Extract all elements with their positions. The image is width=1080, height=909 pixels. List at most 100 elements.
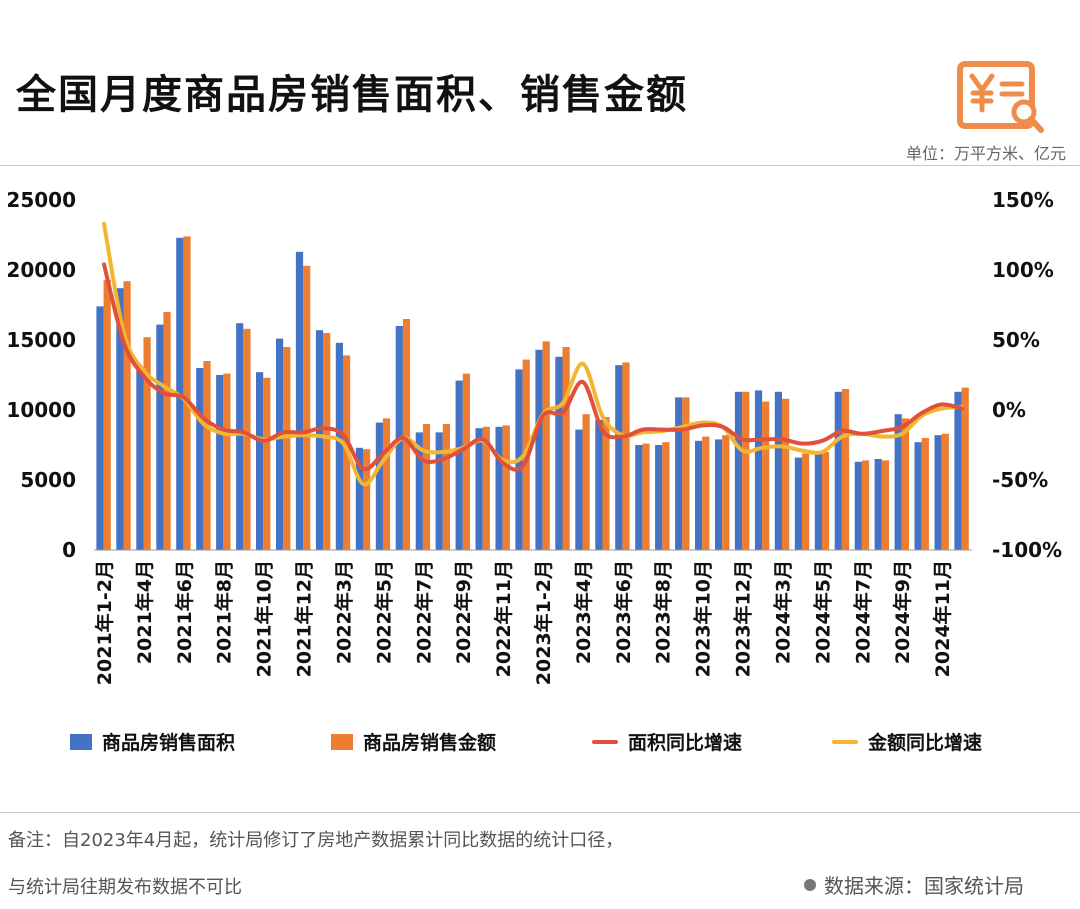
area-bar <box>156 324 164 550</box>
bullet-dot-icon <box>804 878 816 891</box>
x-tick-label: 2023年1-2月 <box>532 560 555 685</box>
amount-bar <box>802 453 810 550</box>
legend-swatch-area-bar <box>70 733 92 750</box>
amount-bar <box>602 417 610 550</box>
x-tick-label: 2024年7月 <box>851 560 874 664</box>
area-bar <box>355 447 363 550</box>
legend-swatch-amount-line <box>832 739 858 744</box>
amount-bar <box>841 389 850 550</box>
area-bar <box>874 459 882 550</box>
y-right-tick-label: -100% <box>992 538 1062 562</box>
area-bar <box>695 440 703 550</box>
amount-bar <box>642 443 650 550</box>
amount-bar <box>123 281 131 550</box>
legend-area-bar: 商品房销售面积 <box>70 728 235 755</box>
amount-bar <box>542 341 550 550</box>
amount-bar <box>482 426 490 550</box>
legend-swatch-amount-bar <box>331 733 353 750</box>
x-tick-label: 2022年9月 <box>452 560 475 664</box>
y-left-tick-label: 10000 <box>6 398 76 422</box>
amount-bar <box>582 414 590 550</box>
area-bar <box>715 439 723 550</box>
x-tick-label: 2024年3月 <box>771 560 794 664</box>
area-bar <box>615 365 623 550</box>
chart-legend: 商品房销售面积 商品房销售金额 面积同比增速 金额同比增速 <box>0 728 1080 758</box>
amount-bar <box>961 387 969 550</box>
legend-amount-bar: 商品房销售金额 <box>331 728 496 755</box>
amount-bar <box>223 373 231 550</box>
x-tick-label: 2022年11月 <box>492 560 515 677</box>
area-bar <box>435 432 443 550</box>
amount-bar <box>363 449 371 550</box>
area-bar <box>475 428 483 550</box>
amount-bar <box>562 347 570 550</box>
amount-bar <box>442 424 450 550</box>
x-tick-label: 2021年1-2月 <box>93 560 116 685</box>
amount-bar <box>163 312 171 550</box>
legend-label-amount-line: 金额同比增速 <box>868 732 983 754</box>
amount-bar <box>502 425 510 550</box>
area-bar <box>276 338 284 550</box>
area-bar <box>934 435 942 550</box>
amount-bar <box>821 452 830 550</box>
amount-bar <box>682 397 690 550</box>
amount-bar <box>143 337 151 550</box>
y-left-tick-label: 15000 <box>6 328 76 352</box>
area-bar <box>734 391 743 550</box>
area-bar <box>96 306 104 550</box>
amount-bar <box>203 361 211 550</box>
x-tick-label: 2022年3月 <box>332 560 355 664</box>
x-tick-label: 2024年5月 <box>811 560 834 664</box>
amount-bar <box>881 460 889 550</box>
area-bar <box>216 375 224 550</box>
area-bar <box>595 419 603 550</box>
amount-bar <box>422 424 431 550</box>
x-tick-label: 2023年6月 <box>612 560 635 664</box>
area-bar <box>655 445 663 550</box>
area-bar <box>375 422 383 550</box>
area-bar <box>914 442 922 550</box>
area-bar <box>495 426 503 550</box>
y-left-tick-label: 20000 <box>6 258 76 282</box>
x-tick-label: 2021年4月 <box>133 560 156 664</box>
legend-amount-line: 金额同比增速 <box>832 728 982 755</box>
page-title: 全国月度商品房销售面积、销售金额 <box>16 72 688 118</box>
legend-label-area-line: 面积同比增速 <box>628 732 743 754</box>
amount-bar <box>941 433 949 550</box>
amount-bar <box>103 279 111 550</box>
footer-divider <box>0 812 1080 813</box>
area-bar <box>774 391 782 550</box>
note-line-2: 与统计局往期发布数据不可比 <box>8 877 242 898</box>
amount-bar <box>243 328 251 550</box>
amount-bar <box>283 347 291 550</box>
y-left-tick-label: 0 <box>62 538 76 562</box>
y-left-tick-label: 25000 <box>6 188 76 212</box>
x-tick-label: 2022年7月 <box>412 560 435 664</box>
x-tick-label: 2023年4月 <box>572 560 595 664</box>
amount-bar <box>183 236 191 550</box>
area-bar <box>236 323 244 550</box>
y-right-tick-label: 0% <box>992 398 1026 422</box>
area-bar <box>535 349 543 550</box>
area-growth-line <box>102 262 964 472</box>
title-divider <box>0 165 1080 166</box>
area-bar <box>136 368 144 550</box>
x-tick-label: 2023年8月 <box>652 560 675 664</box>
yuan-document-magnifier-icon <box>956 60 1048 136</box>
area-bar <box>575 429 583 550</box>
area-bar <box>854 461 862 550</box>
area-bar <box>834 391 842 550</box>
area-bar <box>295 251 304 551</box>
area-bar <box>455 380 463 550</box>
x-tick-label: 2023年12月 <box>732 560 755 677</box>
area-bar <box>675 397 683 550</box>
area-bar <box>814 452 822 550</box>
y-right-tick-label: 150% <box>992 188 1054 212</box>
x-tick-label: 2021年12月 <box>293 560 316 677</box>
amount-bar <box>462 373 470 550</box>
area-bar <box>335 342 343 550</box>
y-right-tick-label: 50% <box>992 328 1040 352</box>
note-line-1: 备注：自2023年4月起，统计局修订了房地产数据累计同比数据的统计口径， <box>8 830 624 851</box>
x-tick-label: 2021年6月 <box>173 560 196 664</box>
legend-label-amount-bar: 商品房销售金额 <box>363 732 497 754</box>
